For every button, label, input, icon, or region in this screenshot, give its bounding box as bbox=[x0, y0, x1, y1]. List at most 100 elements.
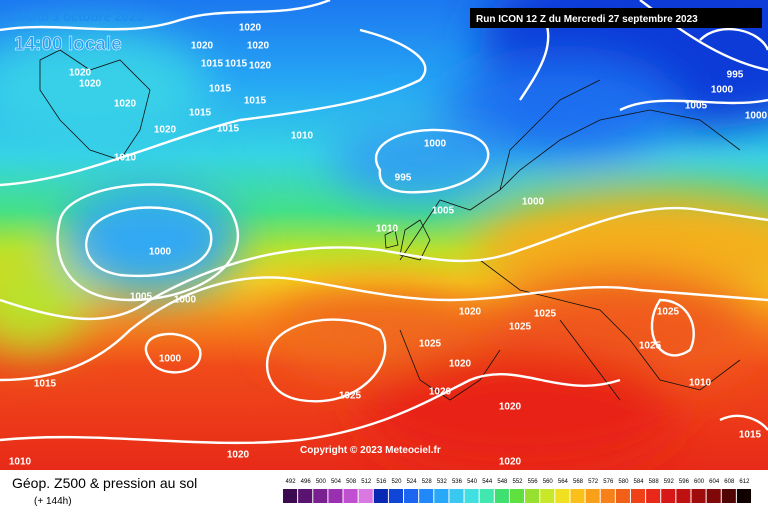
legend-label: 544 bbox=[482, 479, 493, 485]
legend-swatch bbox=[585, 489, 600, 503]
legend-swatch bbox=[343, 489, 358, 503]
legend-swatch bbox=[298, 489, 313, 503]
isobar-label: 1020 bbox=[247, 41, 270, 52]
legend-label: 556 bbox=[528, 479, 539, 485]
legend-swatch bbox=[419, 489, 434, 503]
legend-label: 528 bbox=[422, 479, 433, 485]
footer-lead: (+ 144h) bbox=[34, 496, 72, 507]
legend-swatch bbox=[449, 489, 464, 503]
legend-swatch bbox=[676, 489, 691, 503]
legend-label: 560 bbox=[543, 479, 554, 485]
legend-swatch bbox=[691, 489, 706, 503]
legend-swatch bbox=[373, 489, 388, 503]
legend-label: 492 bbox=[286, 479, 297, 485]
legend-swatch bbox=[525, 489, 540, 503]
legend-swatch bbox=[464, 489, 479, 503]
run-info: Run ICON 12 Z du Mercredi 27 septembre 2… bbox=[476, 14, 698, 25]
isobar-label: 1020 bbox=[69, 68, 92, 79]
legend-label: 580 bbox=[618, 479, 629, 485]
legend-swatch bbox=[600, 489, 615, 503]
isobar-label: 1020 bbox=[154, 125, 177, 136]
isobar-label: 1015 bbox=[201, 59, 224, 70]
isobar-label: 1000 bbox=[174, 295, 197, 306]
isobar-label: 995 bbox=[395, 173, 412, 184]
run-box bbox=[470, 8, 762, 28]
isobar-label: 1020 bbox=[227, 450, 250, 461]
isobar-label: 1015 bbox=[189, 108, 212, 119]
isobar-label: 1000 bbox=[424, 139, 447, 150]
isobar-label: 1020 bbox=[499, 457, 522, 468]
isobar-label: 1000 bbox=[149, 247, 172, 258]
legend-swatch bbox=[358, 489, 373, 503]
isobar-label: 1025 bbox=[419, 339, 442, 350]
isobar-label: 1020 bbox=[459, 307, 482, 318]
legend-label: 496 bbox=[301, 479, 312, 485]
legend-label: 608 bbox=[724, 479, 735, 485]
isobar-label: 1020 bbox=[114, 99, 137, 110]
legend-swatch bbox=[404, 489, 419, 503]
legend-label: 512 bbox=[361, 479, 372, 485]
legend-swatch bbox=[540, 489, 555, 503]
legend-swatch bbox=[721, 489, 736, 503]
isobar-label: 1020 bbox=[249, 61, 272, 72]
legend-label: 588 bbox=[649, 479, 660, 485]
isobar-label: 1015 bbox=[217, 124, 240, 135]
isobar-label: 1000 bbox=[711, 85, 734, 96]
legend-label: 500 bbox=[316, 479, 327, 485]
isobar-label: 1025 bbox=[639, 341, 662, 352]
legend-swatch bbox=[615, 489, 630, 503]
isobar-label: 995 bbox=[727, 70, 744, 81]
legend-label: 600 bbox=[694, 479, 705, 485]
legend-swatch bbox=[706, 489, 721, 503]
isobar-label: 1015 bbox=[225, 59, 248, 70]
legend-swatch bbox=[313, 489, 328, 503]
isobar-label: 1010 bbox=[114, 153, 137, 164]
legend-label: 548 bbox=[497, 479, 508, 485]
isobar-label: 1025 bbox=[339, 391, 362, 402]
legend-label: 592 bbox=[664, 479, 675, 485]
isobar-label: 1005 bbox=[130, 292, 153, 303]
isobar-label: 1025 bbox=[657, 307, 680, 318]
isobar-label: 1010 bbox=[689, 378, 712, 389]
isobar-label: 1000 bbox=[522, 197, 545, 208]
isobar-label: 1020 bbox=[239, 23, 262, 34]
legend-label: 576 bbox=[603, 479, 614, 485]
legend-swatch bbox=[509, 489, 525, 503]
legend-label: 524 bbox=[407, 479, 418, 485]
isobar-label: 1000 bbox=[159, 354, 182, 365]
legend-swatch bbox=[283, 489, 298, 503]
isobar-label: 1005 bbox=[432, 206, 455, 217]
map-time: 14:00 locale bbox=[14, 34, 122, 55]
map-date: Mardi 3 octobre 2023 bbox=[14, 9, 143, 24]
isobar-label: 1000 bbox=[745, 111, 768, 122]
legend-label: 516 bbox=[376, 479, 387, 485]
legend-swatch bbox=[479, 489, 494, 503]
legend-label: 564 bbox=[558, 479, 569, 485]
isobar-label: 1025 bbox=[509, 322, 532, 333]
isobar-label: 1020 bbox=[499, 402, 522, 413]
isobar-label: 1020 bbox=[429, 387, 452, 398]
map-field bbox=[0, 0, 768, 470]
legend-label: 612 bbox=[739, 479, 750, 485]
isobar-label: 1020 bbox=[191, 41, 214, 52]
legend-swatch bbox=[630, 489, 646, 503]
isobar-label: 1020 bbox=[79, 79, 102, 90]
isobar-label: 1015 bbox=[739, 430, 762, 441]
legend-swatch bbox=[494, 489, 509, 503]
legend-label: 584 bbox=[634, 479, 645, 485]
isobar-label: 1010 bbox=[376, 224, 399, 235]
legend-label: 540 bbox=[467, 479, 478, 485]
legend-swatch bbox=[646, 489, 661, 503]
footer-title: Géop. Z500 & pression au sol bbox=[12, 475, 197, 491]
legend-label: 504 bbox=[331, 479, 342, 485]
isobar-label: 1015 bbox=[34, 379, 57, 390]
legend-label: 604 bbox=[709, 479, 720, 485]
legend-label: 552 bbox=[512, 479, 523, 485]
legend-label: 520 bbox=[391, 479, 402, 485]
legend-swatch bbox=[661, 489, 676, 503]
legend-label: 568 bbox=[573, 479, 584, 485]
isobar-label: 1015 bbox=[209, 84, 232, 95]
legend-label: 572 bbox=[588, 479, 599, 485]
legend-swatch bbox=[570, 489, 585, 503]
